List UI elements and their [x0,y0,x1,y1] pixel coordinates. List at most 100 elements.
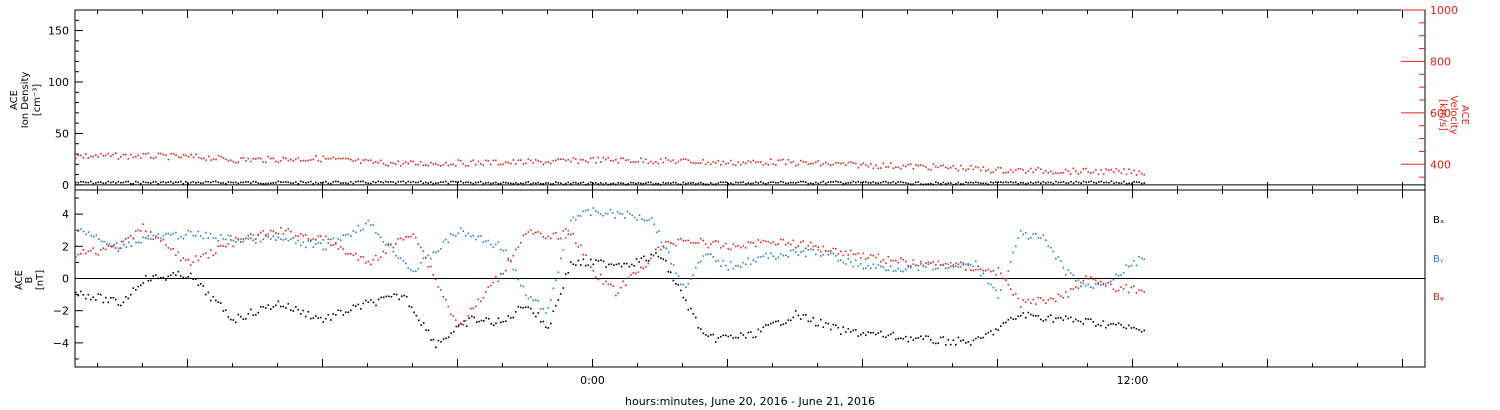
velocity-series-point [280,160,282,162]
density-series-point [672,181,675,184]
velocity-series-point [770,158,772,161]
bx-series-point [418,319,420,322]
velocity-series-point [550,162,552,165]
by-series-point [395,254,397,257]
bz-series-point [987,268,990,271]
velocity-series-point [722,160,725,163]
density-series-point [820,181,822,184]
bx-series-point [1050,314,1052,317]
by-series-point [862,267,865,270]
bx-series-point [660,257,662,259]
bx-series-point [257,311,260,314]
velocity-series-point [755,161,757,164]
bz-series-point [1085,275,1087,278]
density-series-point [82,181,85,183]
density-series-point [1143,182,1146,184]
by-series-point [397,257,400,259]
by-series-point [387,242,390,245]
velocity-series-point [130,153,132,156]
bz-series-point [607,283,610,286]
velocity-series-point [475,163,477,166]
by-series-point [1095,283,1097,285]
legend-bz: Bᵩ [1433,292,1444,303]
velocity-series-point [967,168,970,170]
bz-series-point [702,239,705,242]
density-series-point [855,181,857,184]
bz-series-point [265,234,267,236]
velocity-series-point [442,163,445,166]
density-series-point [522,182,525,185]
bz-series-point [350,252,352,255]
bx-series-point [1122,326,1125,329]
velocity-series-point [740,163,742,166]
bx-series-point [907,340,910,343]
bx-series-point [315,315,317,317]
bx-series-point [385,295,388,298]
by-series-point [362,228,365,231]
by-series-point [345,234,347,236]
density-series-point [272,182,275,184]
bz-series-point [552,232,555,235]
velocity-series-point [905,165,907,168]
velocity-series-point [760,161,762,163]
density-series-point [240,181,242,184]
density-series-point [1012,181,1015,184]
density-series-point [120,181,122,184]
velocity-series-point [252,157,255,160]
velocity-series-point [560,158,562,160]
velocity-series-point [335,158,337,160]
bz-series-point [470,307,472,310]
by-series-point [475,238,477,241]
velocity-series-point [350,158,352,161]
density-series-point [487,181,490,184]
density-series-point [827,181,830,183]
bx-series-point [150,279,152,282]
by-series-point [215,237,217,239]
density-series-point [690,182,692,184]
bx-series-point [225,309,227,312]
by-series-point [335,243,337,245]
bx-series-point [1015,318,1017,320]
bz-series-point [812,245,815,248]
by-series-point [837,259,840,262]
density-series-point [477,181,480,184]
density-series-point [400,180,402,183]
bz-series-point [175,254,177,256]
density-series-point [332,181,335,183]
bx-series-point [87,293,90,296]
velocity-series-point [482,164,485,167]
b-axis-label-line3: [nT] [35,270,46,290]
by-series-point [855,259,857,262]
bx-series-point [790,319,792,322]
bx-series-point [745,336,747,339]
velocity-series-point [540,160,542,163]
velocity-series-point [642,161,645,163]
bz-series-point [790,243,792,246]
bz-series-point [972,269,975,272]
bx-series-point [1025,316,1027,319]
bz-series-point [110,245,112,248]
bz-series-point [445,298,447,301]
by-series-point [577,215,580,217]
density-series-point [695,183,697,185]
bz-series-point [997,266,1000,269]
velocity-series-point [137,154,140,157]
bx-series-point [850,331,852,333]
bz-series-point [1117,289,1120,292]
velocity-series-point [417,163,420,166]
density-series-point [252,180,255,183]
by-series-point [495,243,497,246]
bz-series-point [555,231,557,234]
by-series-point [100,240,103,243]
velocity-series-point [387,165,390,167]
velocity-series-point [600,161,602,163]
bx-series-point [1143,329,1146,332]
velocity-series-point [310,159,312,161]
by-series-point [890,265,892,267]
by-series-point [1022,233,1025,236]
bx-series-point [812,317,815,319]
velocity-series-point [780,159,782,161]
bz-series-point [422,250,425,252]
bx-series-point [327,314,330,316]
